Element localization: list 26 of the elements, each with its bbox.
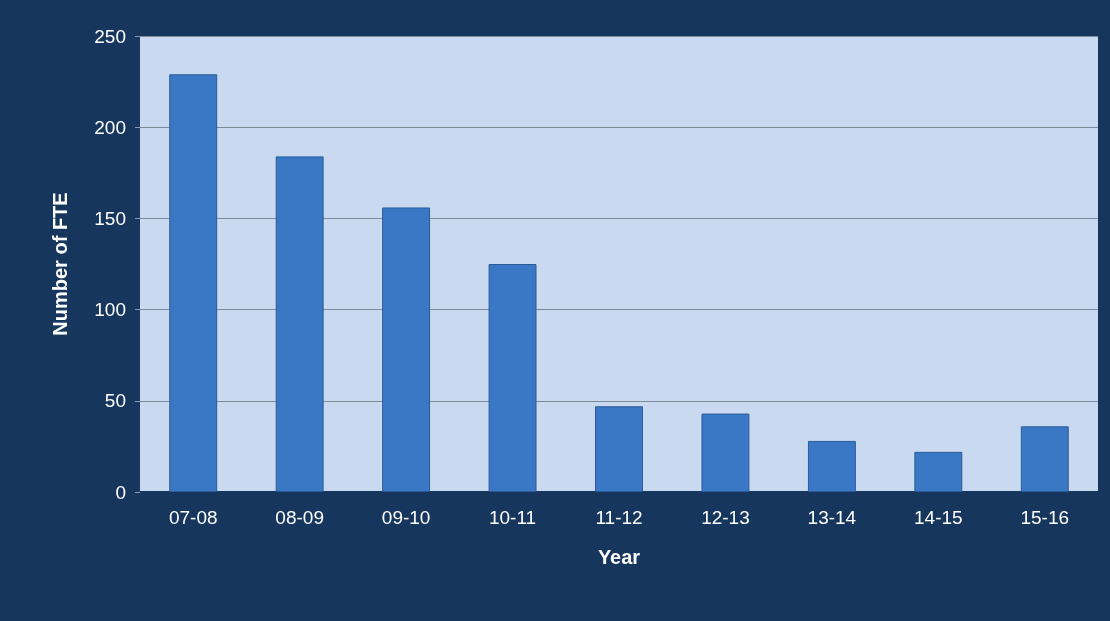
x-axis-title: Year <box>597 546 641 568</box>
bar <box>701 413 750 492</box>
bar <box>1020 426 1069 492</box>
y-tick-label: 250 <box>94 25 126 47</box>
x-tick-label: 14-15 <box>914 507 963 528</box>
bar <box>914 451 963 492</box>
x-tick-label: 07-08 <box>168 507 218 528</box>
y-tick-label: 150 <box>94 207 126 229</box>
x-tick-label: 12-13 <box>701 507 750 528</box>
y-tick-label: 100 <box>94 299 126 321</box>
bar <box>807 440 856 492</box>
y-tick-label: 50 <box>104 390 126 412</box>
x-tick-label: 15-16 <box>1020 507 1070 528</box>
bar <box>488 264 537 492</box>
x-tick-label: 09-10 <box>381 507 431 528</box>
bar <box>275 156 324 492</box>
x-tick-label: 11-12 <box>595 507 643 528</box>
bar <box>169 74 218 492</box>
y-axis-title: Number of FTE <box>49 192 71 336</box>
x-tick-label: 10-11 <box>488 507 537 528</box>
x-tick-label: 13-14 <box>807 507 857 528</box>
bar <box>382 207 431 492</box>
bar <box>595 406 643 492</box>
y-tick-label: 0 <box>115 481 126 503</box>
y-tick-label: 200 <box>94 116 126 138</box>
x-tick-label: 08-09 <box>275 507 324 528</box>
